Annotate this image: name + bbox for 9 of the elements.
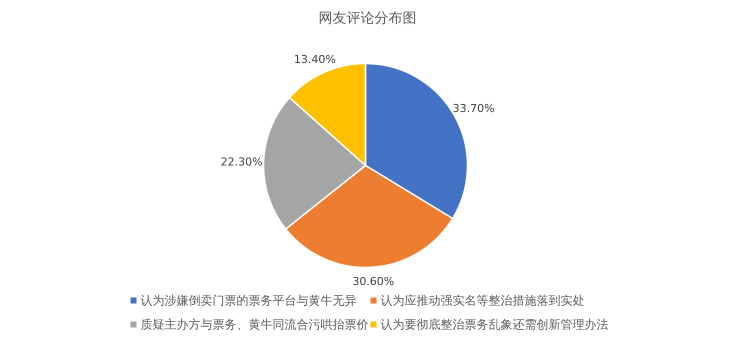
legend-label: 认为要彻底整治票务乱象还需创新管理办法 [380,318,608,332]
legend-label: 认为应推动强实名等整治措施落到实处 [380,294,584,308]
data-label: 13.40% [294,53,336,66]
data-label: 30.60% [352,274,394,288]
data-label: 22.30% [220,156,263,169]
chart-title: 网友评论分布图 [318,10,416,26]
legend-label: 质疑主办方与票务、黄牛同流合污哄抬票价 [140,318,368,332]
legend-label: 认为涉嫌倒卖门票的票务平台与黄牛无异 [140,294,356,308]
data-label: 33.70% [452,102,495,116]
